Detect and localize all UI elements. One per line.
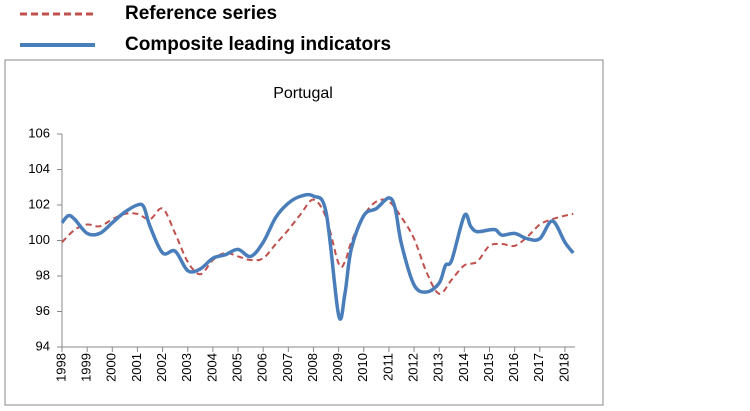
x-tick-label: 2018 [556, 353, 571, 382]
x-tick-label: 2001 [129, 353, 144, 382]
y-tick-label: 106 [28, 125, 50, 140]
y-tick-label: 104 [28, 161, 50, 176]
x-tick-label: 2017 [531, 353, 546, 382]
y-tick-label: 96 [36, 303, 50, 318]
x-tick-label: 2015 [481, 353, 496, 382]
x-tick-label: 2009 [330, 353, 345, 382]
x-tick-label: 2007 [280, 353, 295, 382]
y-tick-label: 94 [36, 338, 50, 353]
x-tick-label: 2006 [255, 353, 270, 382]
x-tick-label: 2000 [104, 353, 119, 382]
x-tick-label: 2012 [405, 353, 420, 382]
x-tick-label: 2013 [431, 353, 446, 382]
y-tick-label: 100 [28, 232, 50, 247]
x-tick-label: 2008 [305, 353, 320, 382]
chart-title: Portugal [273, 85, 333, 102]
x-tick-label: 2011 [380, 353, 395, 381]
legend-label: Composite leading indicators [125, 34, 391, 55]
x-tick-label: 2010 [355, 353, 370, 382]
x-tick-label: 2002 [154, 353, 169, 382]
x-tick-label: 1999 [79, 353, 94, 382]
y-tick-label: 102 [28, 196, 50, 211]
x-tick-label: 2004 [204, 353, 219, 382]
x-tick-label: 2016 [506, 353, 521, 382]
y-tick-label: 98 [36, 267, 50, 282]
x-tick-label: 1998 [53, 353, 68, 382]
series-line [60, 192, 575, 321]
legend-label: Reference series [125, 3, 277, 24]
x-tick-label: 2014 [456, 353, 471, 382]
x-tick-label: 2003 [179, 353, 194, 382]
x-tick-label: 2005 [229, 353, 244, 382]
